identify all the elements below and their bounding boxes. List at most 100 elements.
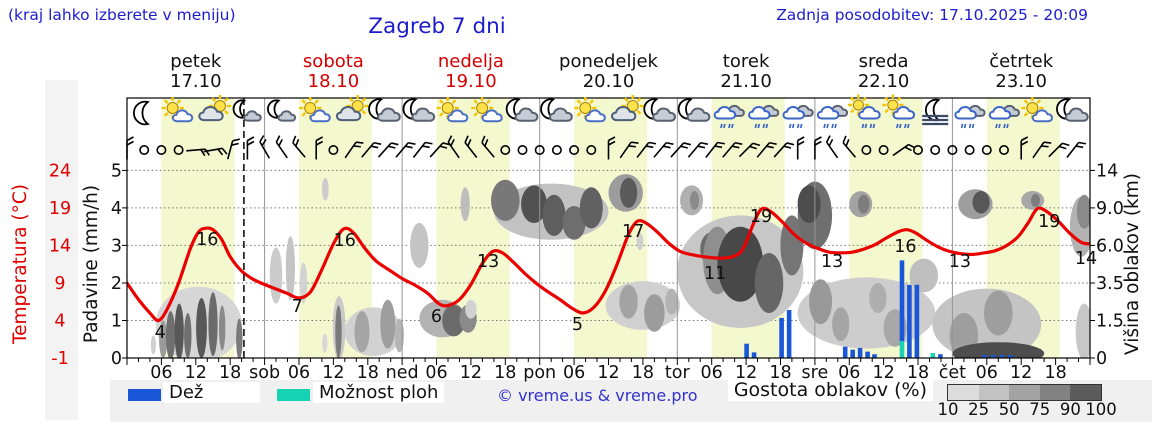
- wind-barb-icon: [705, 141, 725, 158]
- rain-bar: [899, 260, 905, 342]
- temperature-label: 16: [196, 230, 218, 250]
- rain-icon: [782, 104, 814, 129]
- temperature-label: 11: [704, 264, 726, 284]
- cloud-blob: [797, 185, 821, 223]
- density-tick-label: 50: [998, 400, 1020, 419]
- wind-barb-icon: [814, 136, 822, 160]
- density-tick-label: 25: [968, 400, 990, 419]
- wind-barb-icon: [773, 142, 795, 158]
- wind-calm-icon: [569, 145, 580, 156]
- sun-rain-icon: [847, 94, 881, 129]
- temp-axis-tick: 9: [54, 274, 65, 294]
- rain-bar: [872, 354, 877, 358]
- cloud-blob: [354, 311, 370, 353]
- wind-barb-icon: [275, 135, 288, 159]
- cloud-blob: [579, 187, 603, 229]
- wind-barb-icon: [126, 136, 134, 160]
- wind-barb-icon: [842, 135, 857, 158]
- cloud-blob: [521, 185, 547, 223]
- cloud-blob: [410, 222, 429, 268]
- wind-barb-icon: [412, 141, 433, 158]
- shower-legend-label: Možnost ploh: [313, 382, 445, 403]
- cloud-blob: [442, 304, 466, 337]
- rain-bar: [842, 346, 848, 358]
- cloud-blob: [269, 247, 283, 304]
- wind-calm-icon: [517, 145, 528, 156]
- wind-barb-icon: [226, 138, 241, 160]
- wind-barb-icon: [246, 136, 255, 160]
- wind-barb-icon: [796, 136, 805, 160]
- day-header-nedelja: nedelja 19.10: [401, 52, 541, 92]
- moon-gray-icon: [1056, 98, 1089, 122]
- rain-legend-swatch: [128, 389, 161, 401]
- cloud-blob: [952, 342, 1045, 358]
- wind-barb-icon: [687, 141, 708, 158]
- density-tick-label: 75: [1029, 400, 1051, 419]
- wind-barb-icon: [186, 148, 210, 157]
- wind-calm-icon: [586, 145, 597, 156]
- wind-calm-icon: [534, 145, 545, 156]
- rain-bar: [938, 354, 943, 358]
- cloud-sun-icon: [335, 95, 369, 122]
- weather-icons-row: [133, 94, 1089, 129]
- cloud-blob: [1030, 193, 1041, 207]
- wind-barb-icon: [825, 135, 839, 159]
- wind-barb-icon: [259, 135, 271, 159]
- time-tick-label: ned: [386, 363, 419, 383]
- wind-calm-icon: [500, 145, 511, 156]
- wind-barb-icon: [447, 135, 460, 159]
- cloud-blob: [857, 194, 870, 214]
- cloud-blob: [460, 187, 470, 222]
- moon-gray-icon: [402, 98, 436, 122]
- rain-bar: [907, 284, 912, 358]
- time-tick-label: 12: [460, 363, 482, 383]
- sun-cloud-icon: [436, 97, 469, 123]
- time-tick-label: 12: [322, 363, 344, 383]
- sun-cloud-icon: [299, 97, 331, 123]
- temperature-label: 16: [894, 237, 916, 257]
- copyright-link[interactable]: © vreme.us & vreme.pro: [497, 386, 698, 405]
- temp-axis-tick: 14: [49, 236, 71, 256]
- temperature-label: 7: [292, 297, 303, 317]
- cloud-blob: [285, 236, 295, 300]
- time-tick-label: 12: [597, 363, 619, 383]
- wind-calm-icon: [930, 145, 941, 156]
- cloud-blob: [174, 303, 184, 358]
- wind-calm-icon: [947, 145, 958, 156]
- cloud-blob: [717, 226, 764, 302]
- moon-cloud-icon: [267, 99, 297, 122]
- wind-calm-icon: [878, 145, 889, 156]
- day-date: 23.10: [995, 71, 1047, 92]
- temp-axis-tick: 4: [54, 312, 65, 332]
- cloud-blob: [780, 215, 804, 276]
- moon-icon: [133, 100, 150, 126]
- moon-gray-icon: [677, 98, 711, 122]
- cloud-blob: [832, 307, 850, 342]
- density-segment: [1070, 385, 1101, 400]
- cloud-blob: [159, 320, 168, 358]
- density-segment: [1009, 385, 1040, 400]
- time-tick-label: pon: [523, 363, 556, 383]
- time-tick-label: 12: [735, 363, 757, 383]
- rain-bar: [865, 351, 870, 358]
- time-tick-label: 06: [563, 363, 585, 383]
- cloud-blob: [754, 253, 784, 313]
- density-tick-label: 90: [1059, 400, 1081, 419]
- time-tick-label: 18: [494, 363, 516, 383]
- wind-barb-icon: [481, 135, 495, 158]
- rain-bar: [990, 355, 996, 358]
- wind-barb-icon: [653, 141, 674, 158]
- wind-barb-icon: [292, 135, 306, 158]
- rain-bar: [786, 310, 792, 358]
- wind-barb-icon: [607, 136, 616, 160]
- day-name: petek: [170, 51, 222, 72]
- cloud-axis-tick: 1.5: [1096, 312, 1124, 332]
- location-hint: (kraj lahko izberete v meniju): [8, 6, 236, 24]
- moon-fog-icon: [922, 98, 949, 126]
- wind-calm-icon: [861, 145, 872, 156]
- day-header-ponedeljek: ponedeljek 20.10: [539, 52, 679, 92]
- day-header-sobota: sobota 18.10: [263, 52, 403, 92]
- rain-bar: [779, 317, 784, 358]
